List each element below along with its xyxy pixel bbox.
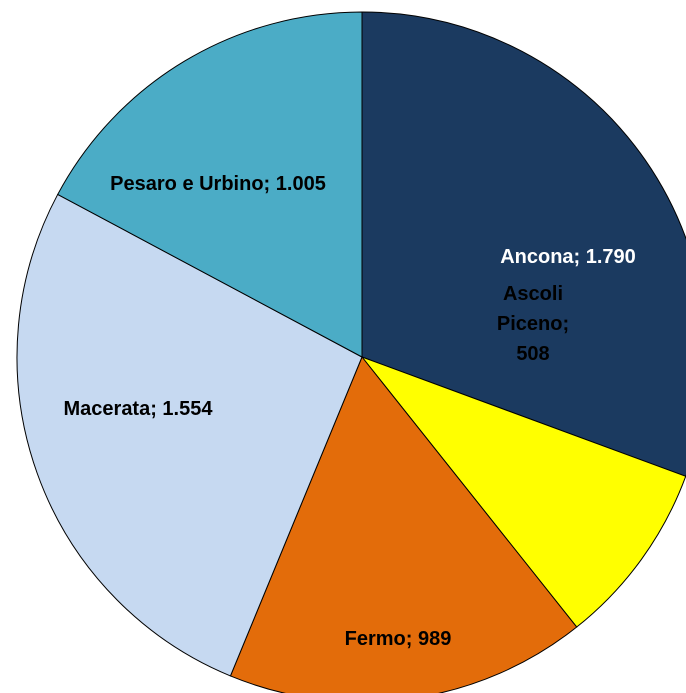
- pie-slice: [361, 11, 686, 477]
- data-label: Ascoli Piceno; 508: [497, 283, 569, 365]
- data-label: Ancona; 1.790: [500, 246, 636, 268]
- data-label: Macerata; 1.554: [64, 398, 214, 420]
- pie-slice: [360, 355, 686, 628]
- pie-slice: [57, 11, 363, 358]
- data-label: Pesaro e Urbino; 1.005: [110, 173, 326, 195]
- pie-slice: [229, 356, 578, 693]
- pie-slice: [16, 193, 363, 677]
- data-label: Fermo; 989: [345, 628, 452, 650]
